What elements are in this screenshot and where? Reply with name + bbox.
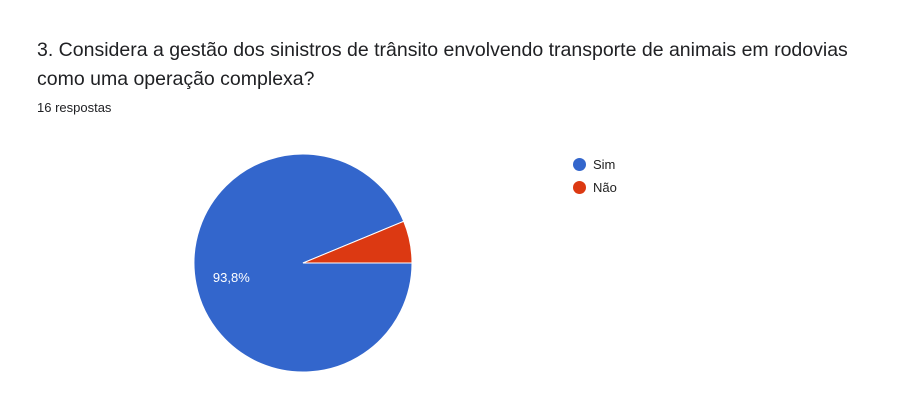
response-count: 16 respostas [37,100,112,115]
legend-item-sim[interactable]: Sim [573,153,617,176]
legend-swatch-nao [573,181,586,194]
legend-label-nao: Não [593,180,617,195]
legend-swatch-sim [573,158,586,171]
legend-item-nao[interactable]: Não [573,176,617,199]
chart-legend: Sim Não [573,153,617,199]
question-title: 3. Considera a gestão dos sinistros de t… [37,39,848,90]
pie-slice-nao[interactable] [302,220,413,264]
pie-slice-sim[interactable] [193,153,413,373]
slice-label-sim: 93,8% [213,270,250,285]
legend-label-sim: Sim [593,157,616,172]
